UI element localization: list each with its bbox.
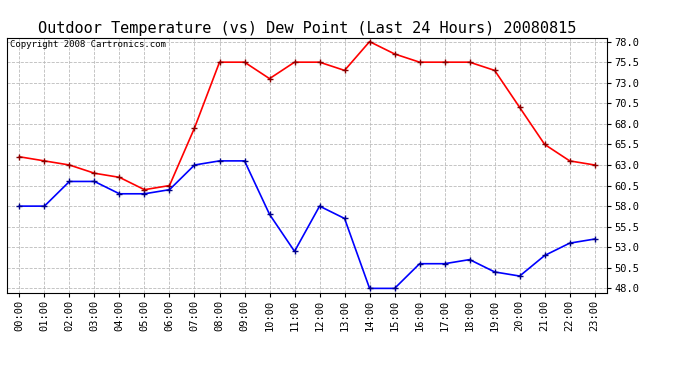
Text: Copyright 2008 Cartronics.com: Copyright 2008 Cartronics.com — [10, 40, 166, 49]
Title: Outdoor Temperature (vs) Dew Point (Last 24 Hours) 20080815: Outdoor Temperature (vs) Dew Point (Last… — [38, 21, 576, 36]
